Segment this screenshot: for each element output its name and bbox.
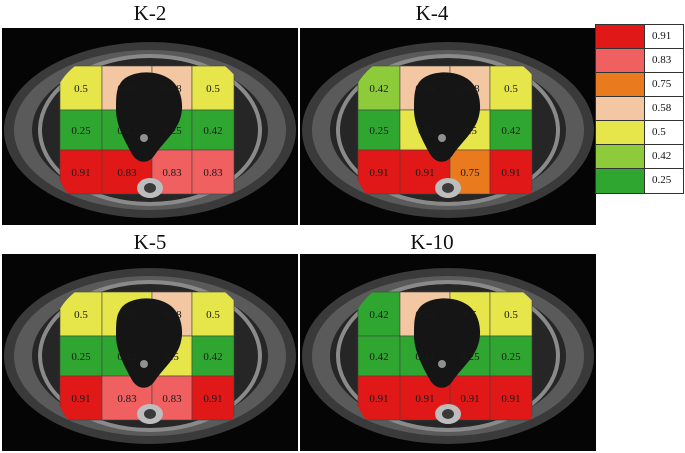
legend-value: 0.25 <box>652 174 672 186</box>
grid-cell <box>489 375 533 421</box>
grid-cell-value: 0.5 <box>418 125 432 137</box>
grid-cell-value: 0.42 <box>117 351 136 363</box>
grid-cell-value: 0.42 <box>415 351 434 363</box>
grid-cell-value: 0.58 <box>117 83 137 95</box>
grid-cell-value: 0.58 <box>415 309 435 321</box>
grid-cell-value: 0.42 <box>369 351 388 363</box>
grid-cell-value: 0.91 <box>415 167 434 179</box>
grid-cell-value: 0.5 <box>504 83 518 95</box>
grid-cell-value: 0.83 <box>117 167 137 179</box>
legend-row: 0.58 <box>596 97 683 121</box>
grid-cell-value: 0.83 <box>117 393 137 405</box>
legend-row: 0.25 <box>596 169 683 193</box>
grid-cell-value: 0.58 <box>162 83 182 95</box>
grid-cell <box>489 109 533 151</box>
ct-scan-panel-k10: 0.42 0.58 0.5 0.5 0.42 0.42 0.25 0.25 0.91 0.91 0.… <box>300 254 596 451</box>
grid-cell <box>59 109 103 151</box>
legend-value: 0.83 <box>652 54 672 66</box>
grid-cell-value: 0.25 <box>369 125 389 137</box>
grid-cell-value: 0.91 <box>415 393 434 405</box>
grid-cell-value: 0.91 <box>203 393 222 405</box>
panel-title-k2: K-2 <box>133 1 167 25</box>
legend-value: 0.75 <box>652 78 672 90</box>
grid-cell-value: 0.25 <box>162 125 182 137</box>
grid-cell <box>191 65 235 111</box>
grid-cell-value: 0.91 <box>71 167 90 179</box>
ct-scan-image: 0.42 0.58 0.5 0.5 0.42 0.42 0.25 0.25 0.91 0.91 0.… <box>302 268 594 444</box>
grid-cell-value: 0.58 <box>415 83 435 95</box>
legend-value: 0.42 <box>652 150 672 162</box>
grid-cell-value: 0.83 <box>162 393 182 405</box>
ct-scan-panel-k2: 0.5 0.58 0.58 0.5 0.25 0.42 0.25 0.42 0.91 0.83 0.… <box>2 28 298 225</box>
legend-swatch <box>596 49 645 72</box>
grid-cell-value: 0.42 <box>203 351 222 363</box>
legend-swatch <box>596 25 645 48</box>
grid-cell-value: 0.5 <box>463 309 477 321</box>
legend-swatch <box>596 121 645 144</box>
grid-cell-value: 0.42 <box>369 83 388 95</box>
grid-cell-value: 0.5 <box>206 309 220 321</box>
grid-cell-value: 0.91 <box>460 393 479 405</box>
panel-title-k10: K-10 <box>410 230 454 254</box>
grid-cell <box>357 335 401 377</box>
grid-cell-value: 0.91 <box>369 167 388 179</box>
grid-cell-value: 0.42 <box>203 125 222 137</box>
grid-cell-value: 0.42 <box>369 309 388 321</box>
grid-cell-value: 0.5 <box>74 309 88 321</box>
legend-swatch <box>596 169 645 193</box>
ct-scan-panel-k4: 0.42 0.58 0.58 0.5 0.25 0.5 0.5 0.42 0.91 0.91 0.7… <box>300 28 596 225</box>
grid-cell-value: 0.91 <box>71 393 90 405</box>
ct-scan-panel-k5: 0.5 0.5 0.58 0.5 0.25 0.42 0.5 0.42 0.91 0.83 0.83… <box>2 254 298 451</box>
grid-cell <box>191 149 235 195</box>
grid-cell-value: 0.25 <box>71 351 91 363</box>
grid-cell-value: 0.25 <box>460 351 480 363</box>
legend-swatch <box>596 73 645 96</box>
grid-cell-value: 0.83 <box>162 167 182 179</box>
legend-swatch <box>596 97 645 120</box>
grid-cell-value: 0.5 <box>463 125 477 137</box>
legend-row: 0.42 <box>596 145 683 169</box>
ct-scan-image: 0.5 0.58 0.58 0.5 0.25 0.42 0.25 0.42 0.91 0.83 0.… <box>4 42 296 218</box>
legend-row: 0.5 <box>596 121 683 145</box>
grid-cell <box>357 109 401 151</box>
grid-cell-value: 0.42 <box>501 125 520 137</box>
grid-cell-value: 0.58 <box>460 83 480 95</box>
grid-cell <box>489 149 533 195</box>
grid-cell-value: 0.5 <box>74 83 88 95</box>
legend-swatch <box>596 145 645 168</box>
grid-cell-value: 0.5 <box>165 351 179 363</box>
panel-title-k4: K-4 <box>415 1 449 25</box>
legend-value: 0.58 <box>652 102 672 114</box>
grid-cell-value: 0.58 <box>162 309 182 321</box>
panel-title-k5: K-5 <box>133 230 167 254</box>
legend-value: 0.91 <box>652 30 672 42</box>
grid-cell-value: 0.91 <box>369 393 388 405</box>
grid-cell-value: 0.75 <box>460 167 480 179</box>
grid-cell <box>191 375 235 421</box>
legend-row: 0.83 <box>596 49 683 73</box>
grid-cell-value: 0.91 <box>501 167 520 179</box>
grid-cell <box>489 291 533 337</box>
legend-row: 0.91 <box>596 25 683 49</box>
ct-scan-image: 0.5 0.5 0.58 0.5 0.25 0.42 0.5 0.42 0.91 0.83 0.83… <box>4 268 296 444</box>
grid-cell-value: 0.25 <box>501 351 521 363</box>
grid-cell-value: 0.42 <box>117 125 136 137</box>
legend-value: 0.5 <box>652 126 666 138</box>
legend-row: 0.75 <box>596 73 683 97</box>
grid-cell <box>489 335 533 377</box>
grid-cell-value: 0.5 <box>120 309 134 321</box>
grid-cell-value: 0.5 <box>504 309 518 321</box>
color-legend: 0.91 0.83 0.75 0.58 0.5 0.42 0.25 <box>595 24 684 194</box>
grid-cell-value: 0.5 <box>206 83 220 95</box>
grid-cell <box>59 149 103 195</box>
grid-cell-value: 0.25 <box>71 125 91 137</box>
ct-scan-image: 0.42 0.58 0.58 0.5 0.25 0.5 0.5 0.42 0.91 0.91 0.7… <box>302 42 594 218</box>
grid-cell-value: 0.91 <box>501 393 520 405</box>
grid-cell-value: 0.83 <box>203 167 223 179</box>
